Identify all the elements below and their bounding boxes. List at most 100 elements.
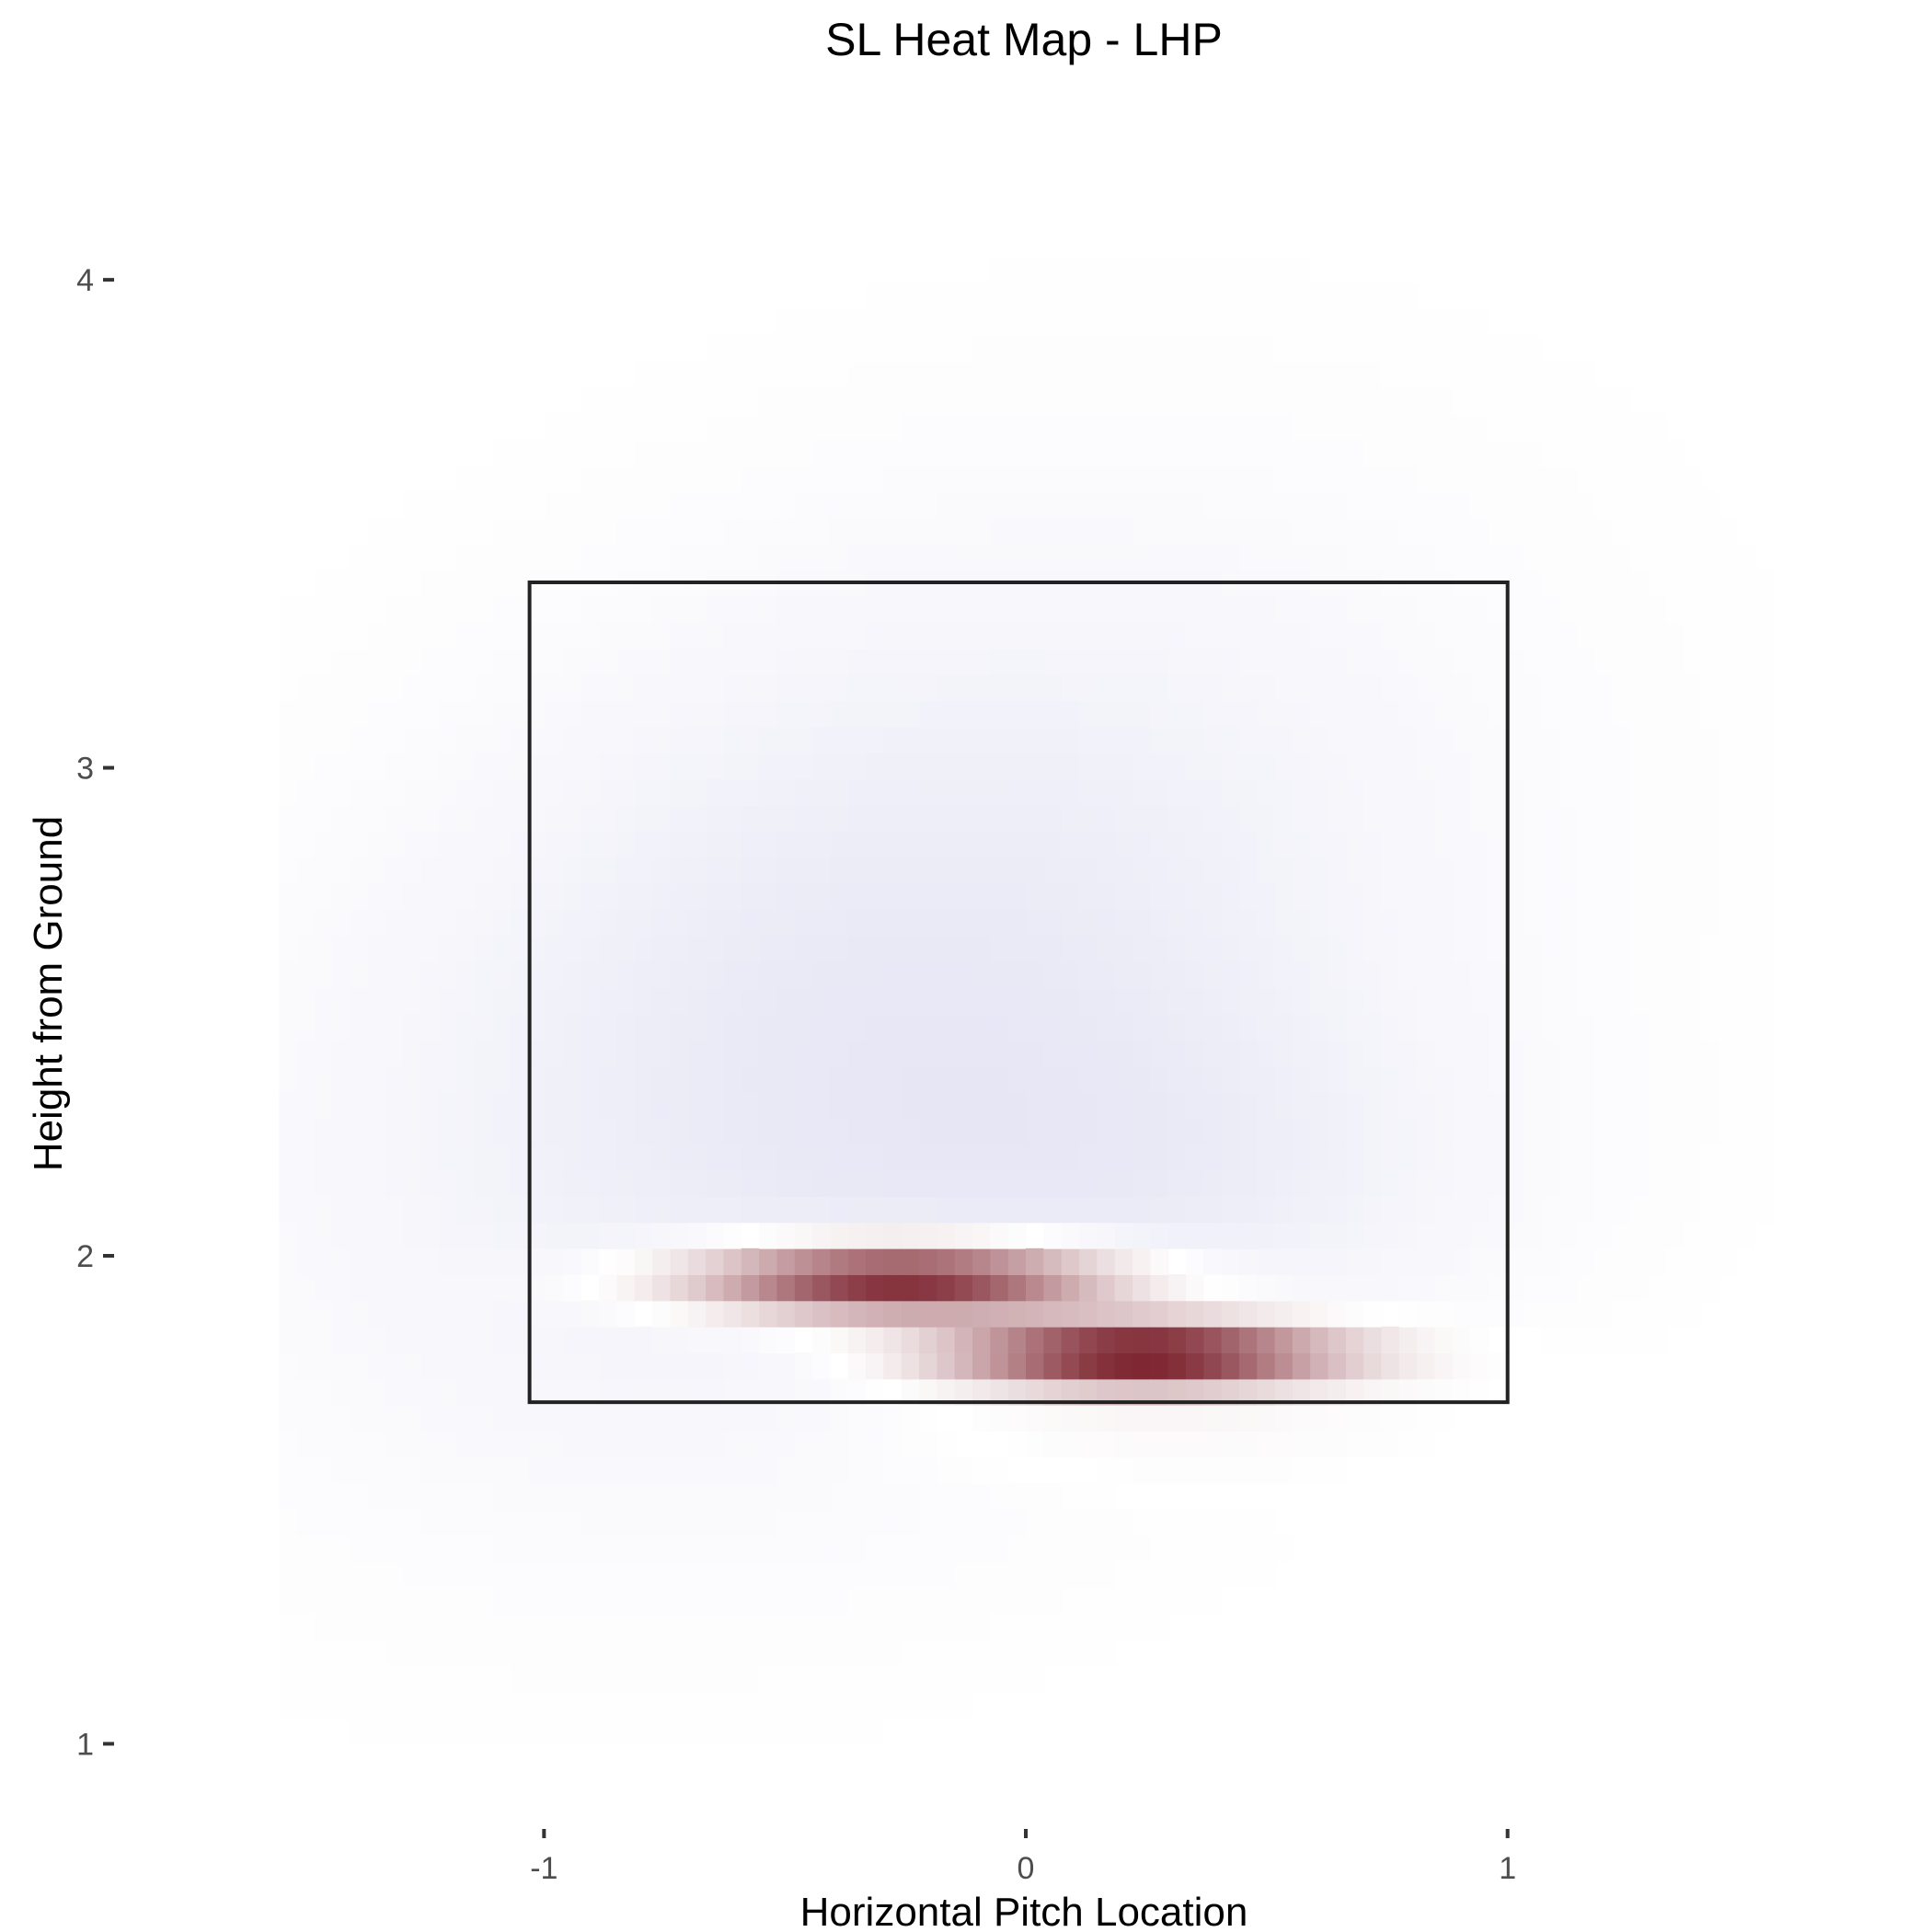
heat-cell xyxy=(546,1691,565,1719)
heat-cell xyxy=(954,1352,973,1380)
heat-cell xyxy=(1007,1196,1027,1224)
heat-cell xyxy=(1684,491,1703,519)
heat-cell xyxy=(759,804,778,832)
heat-cell xyxy=(385,1118,405,1145)
heat-cell xyxy=(1238,1326,1258,1353)
heat-cell xyxy=(954,413,973,441)
heat-cell xyxy=(1114,1040,1133,1067)
heat-cell xyxy=(1594,1274,1614,1302)
heat-cell xyxy=(1185,987,1204,1015)
heat-cell xyxy=(1398,831,1418,858)
heat-cell xyxy=(1185,1456,1204,1484)
heat-cell xyxy=(1737,935,1756,962)
heat-cell xyxy=(812,544,832,571)
heat-cell xyxy=(634,1639,653,1667)
heat-cell xyxy=(972,935,992,962)
heat-cell xyxy=(296,1456,316,1484)
heat-cell xyxy=(1363,700,1383,728)
heat-cell xyxy=(1701,1065,1720,1093)
heat-cell xyxy=(563,1665,582,1693)
heat-cell xyxy=(367,1404,386,1432)
heat-cell xyxy=(1434,1222,1454,1249)
heat-cell xyxy=(759,1431,778,1458)
heat-cell xyxy=(1043,778,1063,806)
heat-cell xyxy=(599,1509,618,1536)
heat-cell xyxy=(1203,1456,1223,1484)
heat-cell xyxy=(1203,544,1223,571)
heat-cell xyxy=(1398,1274,1418,1302)
heat-cell xyxy=(616,1144,636,1171)
heat-cell xyxy=(634,1431,653,1458)
heat-cell xyxy=(670,882,689,911)
heat-cell xyxy=(670,491,689,519)
heat-cell xyxy=(1665,596,1685,624)
heat-cell xyxy=(1150,882,1169,911)
heat-cell xyxy=(420,1561,440,1589)
heat-cell xyxy=(1079,1144,1098,1171)
heat-cell xyxy=(866,1352,885,1380)
heat-cell xyxy=(1061,700,1080,728)
heat-cell xyxy=(759,1718,778,1745)
heat-cell xyxy=(492,491,512,519)
heat-cell xyxy=(1345,831,1364,858)
heat-cell xyxy=(1061,1065,1080,1093)
heat-cell xyxy=(510,1248,529,1275)
heat-cell xyxy=(901,1326,920,1353)
heat-cell xyxy=(1363,544,1383,571)
heat-cell xyxy=(937,1352,956,1380)
heat-cell xyxy=(1541,439,1560,467)
heat-cell xyxy=(812,987,832,1015)
heat-cell xyxy=(1648,1326,1667,1353)
heat-cell xyxy=(474,1300,493,1328)
heat-cell xyxy=(1203,674,1223,702)
heat-cell xyxy=(1328,648,1347,675)
heat-cell xyxy=(492,1431,512,1458)
heat-cell xyxy=(527,909,546,937)
heat-cell xyxy=(510,882,529,911)
heat-cell xyxy=(1238,753,1258,780)
heat-cell xyxy=(1292,1404,1311,1432)
heat-cell xyxy=(367,857,386,884)
heat-cell xyxy=(706,1561,725,1589)
heat-cell xyxy=(1594,569,1614,597)
heat-cell xyxy=(847,778,867,806)
heat-cell xyxy=(1221,674,1240,702)
heat-cell xyxy=(1238,387,1258,415)
heat-cell xyxy=(492,804,512,832)
heat-cell xyxy=(1185,1326,1204,1353)
heat-cell xyxy=(919,309,938,337)
heat-cell xyxy=(1221,361,1240,388)
heat-cell xyxy=(1257,960,1276,989)
heat-cell xyxy=(1381,831,1400,858)
heat-cell xyxy=(563,726,582,753)
heat-cell xyxy=(296,596,316,624)
heat-cell xyxy=(1398,1352,1418,1380)
heat-cell xyxy=(1505,544,1524,571)
heat-cell xyxy=(1097,1118,1116,1145)
heat-cell xyxy=(1754,1065,1774,1093)
heat-cell xyxy=(1167,361,1187,388)
heat-cell xyxy=(279,726,298,753)
heat-cell xyxy=(1665,857,1685,884)
heat-cell xyxy=(670,1456,689,1484)
heat-cell xyxy=(1274,439,1294,467)
heat-cell xyxy=(794,361,813,388)
heat-cell xyxy=(723,1352,742,1380)
heat-cell xyxy=(741,1456,760,1484)
heat-cell xyxy=(1203,1300,1223,1328)
heat-cell xyxy=(420,1248,440,1275)
heat-cell xyxy=(616,1169,636,1197)
heat-cell xyxy=(1630,674,1650,702)
heat-cell xyxy=(1026,1013,1045,1041)
heat-cell xyxy=(492,1248,512,1275)
heat-cell xyxy=(616,1196,636,1224)
heat-cell xyxy=(1577,387,1596,415)
heat-cell xyxy=(616,753,636,780)
heat-cell xyxy=(367,1431,386,1458)
heat-cell xyxy=(492,1639,512,1667)
heat-cell xyxy=(1007,491,1027,519)
heat-cell xyxy=(1558,909,1578,937)
heat-cell xyxy=(1434,1378,1454,1406)
heat-cell xyxy=(723,935,742,962)
heat-cell xyxy=(919,1118,938,1145)
